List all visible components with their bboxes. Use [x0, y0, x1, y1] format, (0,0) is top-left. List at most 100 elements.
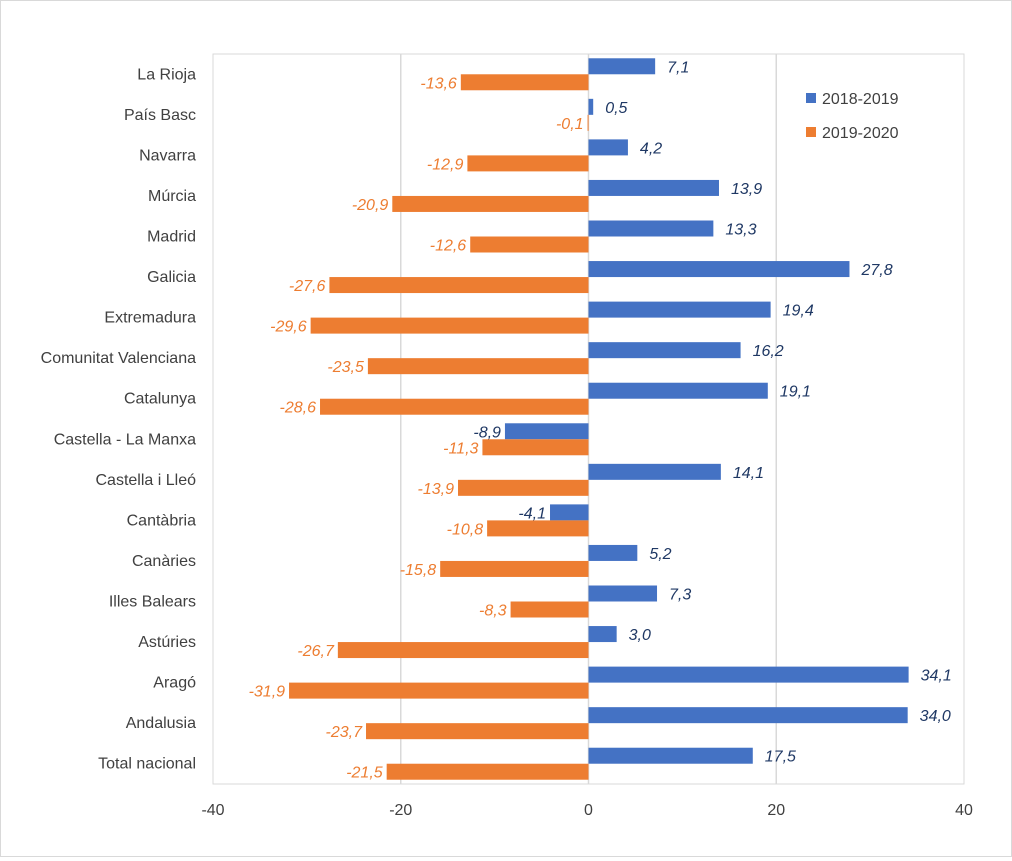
value-label: -8,3	[479, 603, 507, 620]
bar-2019-2020-15	[289, 682, 589, 699]
bar-2019-2020-2	[467, 155, 589, 172]
category-label: Catalunya	[124, 391, 196, 408]
category-label: Illes Balears	[109, 594, 196, 611]
value-label: -8,9	[473, 424, 501, 441]
bar-2019-2020-1	[587, 114, 589, 131]
bar-2019-2020-4	[470, 236, 589, 253]
value-label: -10,8	[447, 521, 484, 538]
category-label: La Rioja	[137, 66, 196, 83]
legend-swatch-2018-2019	[806, 93, 816, 103]
value-label: 13,9	[731, 181, 762, 198]
bar-2019-2020-8	[320, 398, 589, 415]
bar-2018-2019-2	[588, 139, 628, 156]
category-label: Navarra	[139, 147, 196, 164]
x-tick-label: 40	[955, 802, 973, 819]
bar-2018-2019-8	[588, 382, 768, 399]
bar-2019-2020-13	[510, 601, 589, 618]
x-tick-label: -20	[389, 802, 412, 819]
value-label: -15,8	[400, 562, 437, 579]
value-label: 4,2	[640, 140, 662, 157]
bar-2018-2019-14	[588, 626, 617, 643]
bar-2018-2019-5	[588, 261, 850, 278]
bar-2018-2019-12	[588, 544, 638, 561]
category-label: Cantàbria	[127, 512, 196, 529]
bar-2018-2019-10	[588, 463, 721, 480]
value-label: 16,2	[753, 343, 784, 360]
category-label: Castella - La Manxa	[54, 431, 196, 448]
value-label: -0,1	[556, 116, 584, 133]
value-label: -11,3	[443, 440, 478, 457]
value-label: 7,3	[669, 587, 691, 604]
bar-2019-2020-17	[386, 763, 589, 780]
bar-2019-2020-9	[482, 439, 589, 456]
category-label: Castella i Lleó	[96, 472, 197, 489]
x-tick-label: -40	[201, 802, 224, 819]
bar-2018-2019-7	[588, 342, 741, 359]
value-label: 34,1	[921, 668, 952, 685]
category-label: Canàries	[132, 553, 196, 570]
value-label: 19,1	[780, 384, 811, 401]
category-label: País Basc	[124, 107, 196, 124]
bar-2019-2020-10	[458, 479, 589, 496]
value-label: 17,5	[765, 749, 796, 766]
value-label: 0,5	[605, 100, 627, 117]
value-label: 14,1	[733, 465, 764, 482]
category-label: Galicia	[147, 269, 196, 286]
bar-2019-2020-16	[366, 723, 589, 740]
value-label: -12,6	[430, 238, 467, 255]
bar-2019-2020-12	[440, 560, 589, 577]
category-label: Andalusia	[126, 715, 196, 732]
category-label: Múrcia	[148, 188, 196, 205]
bar-2018-2019-15	[588, 666, 909, 683]
value-label: 13,3	[725, 222, 756, 239]
bar-2019-2020-5	[329, 277, 589, 294]
value-label: 7,1	[667, 59, 689, 76]
bar-2019-2020-0	[460, 74, 589, 91]
bar-2018-2019-13	[588, 585, 658, 602]
value-label: -23,5	[327, 359, 364, 376]
category-label: Aragó	[153, 675, 196, 692]
category-label: Total nacional	[98, 756, 196, 773]
category-label: Extremadura	[104, 310, 196, 327]
value-label: -26,7	[297, 643, 335, 660]
value-label: -28,6	[280, 400, 317, 417]
legend-label: 2019-2020	[822, 125, 899, 142]
value-label: -13,6	[420, 75, 457, 92]
bar-2019-2020-3	[392, 195, 589, 212]
value-label: -29,6	[270, 319, 307, 336]
x-tick-label: 0	[584, 802, 593, 819]
value-label: 3,0	[629, 627, 651, 644]
value-label: 19,4	[783, 303, 814, 320]
value-label: -27,6	[289, 278, 326, 295]
bar-2018-2019-11	[550, 504, 589, 521]
bar-2019-2020-11	[487, 520, 589, 537]
value-label: -13,9	[418, 481, 455, 498]
bar-2018-2019-9	[504, 423, 589, 440]
value-label: -20,9	[352, 197, 389, 214]
value-label: -21,5	[346, 765, 383, 782]
category-label: Comunitat Valenciana	[41, 350, 196, 367]
category-label: Astúries	[138, 634, 196, 651]
value-label: -31,9	[249, 684, 286, 701]
bar-2018-2019-6	[588, 301, 771, 318]
value-label: -4,1	[518, 505, 546, 522]
bar-2019-2020-6	[310, 317, 589, 334]
value-label: 5,2	[649, 546, 671, 563]
value-label: 27,8	[860, 262, 892, 279]
bar-2019-2020-7	[367, 358, 589, 375]
bar-2018-2019-17	[588, 747, 753, 764]
bar-2018-2019-3	[588, 179, 719, 196]
value-label: -12,9	[427, 156, 464, 173]
bar-2018-2019-1	[588, 98, 594, 115]
legend-swatch-2019-2020	[806, 127, 816, 137]
legend-label: 2018-2019	[822, 91, 899, 108]
x-tick-label: 20	[767, 802, 785, 819]
bar-2019-2020-14	[337, 642, 589, 659]
bar-2018-2019-0	[588, 58, 656, 75]
value-label: 34,0	[920, 708, 951, 725]
bar-2018-2019-4	[588, 220, 714, 237]
category-label: Madrid	[147, 229, 196, 246]
value-label: -23,7	[326, 724, 364, 741]
